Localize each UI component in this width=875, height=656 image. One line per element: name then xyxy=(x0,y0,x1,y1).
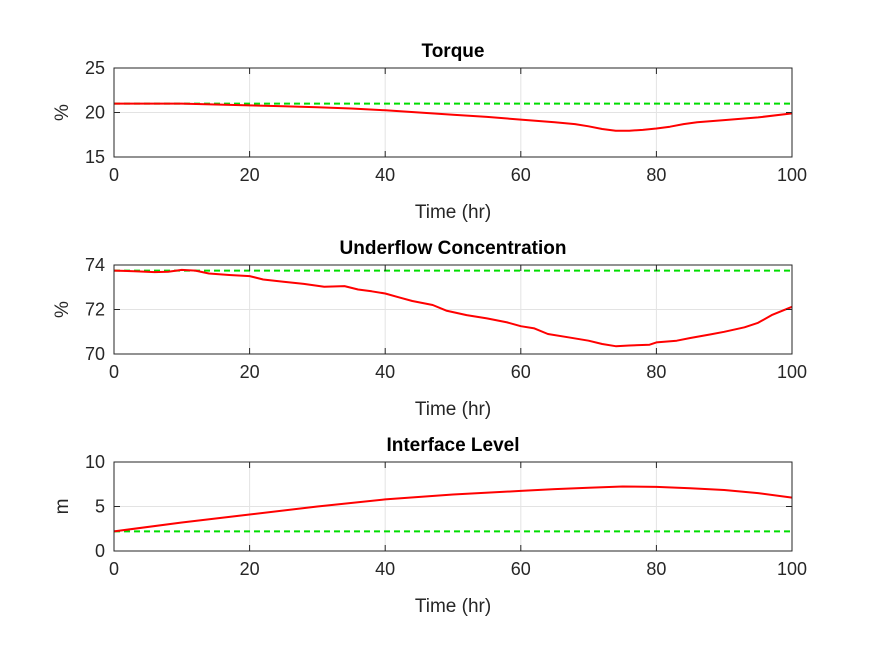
x-tick-label: 100 xyxy=(777,559,807,579)
x-tick-label: 80 xyxy=(646,559,666,579)
x-tick-label: 80 xyxy=(646,165,666,185)
x-tick-label: 40 xyxy=(375,559,395,579)
x-tick-label: 20 xyxy=(240,559,260,579)
x-tick-label: 0 xyxy=(109,362,119,382)
y-tick-label: 15 xyxy=(85,147,105,167)
response-line xyxy=(113,268,793,348)
y-axis-label: % xyxy=(52,301,73,318)
y-tick-label: 25 xyxy=(85,58,105,78)
x-axis-label: Time (hr) xyxy=(415,596,491,617)
y-tick-label: 10 xyxy=(85,452,105,472)
response-line xyxy=(113,485,793,533)
x-tick-label: 60 xyxy=(511,165,531,185)
x-axis-label: Time (hr) xyxy=(415,202,491,223)
x-tick-label: 20 xyxy=(240,165,260,185)
x-tick-label: 60 xyxy=(511,362,531,382)
y-tick-label: 20 xyxy=(85,103,105,123)
x-tick-label: 60 xyxy=(511,559,531,579)
y-axis-label: m xyxy=(52,499,73,515)
chart-title: Interface Level xyxy=(386,435,519,456)
y-tick-label: 74 xyxy=(85,255,105,275)
x-tick-label: 40 xyxy=(375,362,395,382)
chart-title: Underflow Concentration xyxy=(340,238,567,259)
subplot-2: 0 20 40 60 80 100 70 72 74 Underflow Concentratio… xyxy=(52,238,807,420)
y-tick-label: 72 xyxy=(85,300,105,320)
y-tick-label: 5 xyxy=(95,497,105,517)
x-tick-label: 40 xyxy=(375,165,395,185)
x-tick-label: 100 xyxy=(777,165,807,185)
response-line xyxy=(114,102,793,132)
y-tick-label: 0 xyxy=(95,541,105,561)
x-tick-label: 0 xyxy=(109,559,119,579)
x-tick-label: 100 xyxy=(777,362,807,382)
x-tick-label: 20 xyxy=(240,362,260,382)
subplot-3: 0 20 40 60 80 100 0 5 10 Interface Level Time (hr)… xyxy=(52,435,807,617)
chart-title: Torque xyxy=(422,41,485,62)
x-axis-label: Time (hr) xyxy=(415,399,491,420)
y-tick-label: 70 xyxy=(85,344,105,364)
x-tick-label: 0 xyxy=(109,165,119,185)
y-axis-label: % xyxy=(52,104,73,121)
subplot-1: 0 20 40 60 80 100 15 20 25 Torque Time (hr)% xyxy=(52,41,807,223)
x-tick-label: 80 xyxy=(646,362,666,382)
